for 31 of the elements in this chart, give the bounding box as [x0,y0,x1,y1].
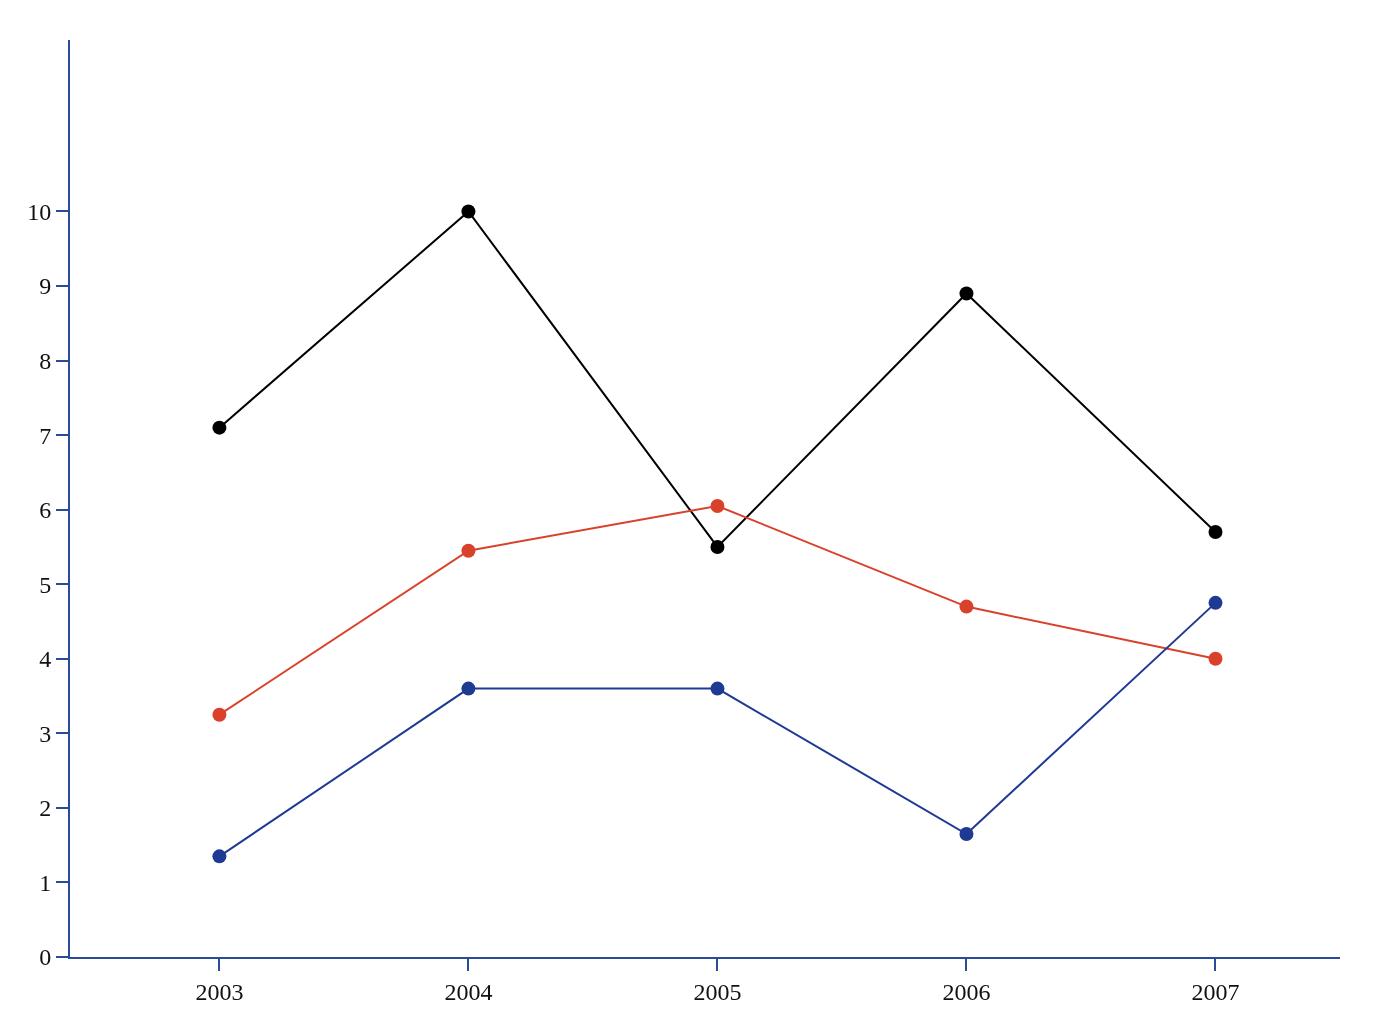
point [1208,525,1223,540]
y-tick-label: 2 [39,795,52,822]
y-tick-label: 9 [39,273,52,300]
x-tick-label: 2003 [195,978,244,1005]
point [959,826,974,841]
point [461,543,476,558]
point [212,420,227,435]
point [1208,595,1223,610]
point [710,539,725,554]
y-tick-label: 8 [39,347,52,374]
point [461,681,476,696]
y-tick-label: 3 [39,720,52,747]
y-tick-label: 0 [39,944,52,971]
point [461,204,476,219]
x-tick-label: 2007 [1191,978,1240,1005]
point [959,286,974,301]
point [710,681,725,696]
x-tick-label: 2006 [942,978,991,1005]
y-tick-label: 6 [39,497,52,524]
point [710,498,725,513]
y-tick-label: 10 [27,198,52,225]
y-tick-label: 7 [39,422,52,449]
y-tick-label: 4 [39,646,52,673]
point [1208,651,1223,666]
point [212,849,227,864]
point [959,599,974,614]
y-tick-label: 5 [39,571,52,598]
x-tick-label: 2004 [444,978,493,1005]
y-tick-label: 1 [39,869,52,896]
x-tick-label: 2005 [693,978,742,1005]
point [212,707,227,722]
